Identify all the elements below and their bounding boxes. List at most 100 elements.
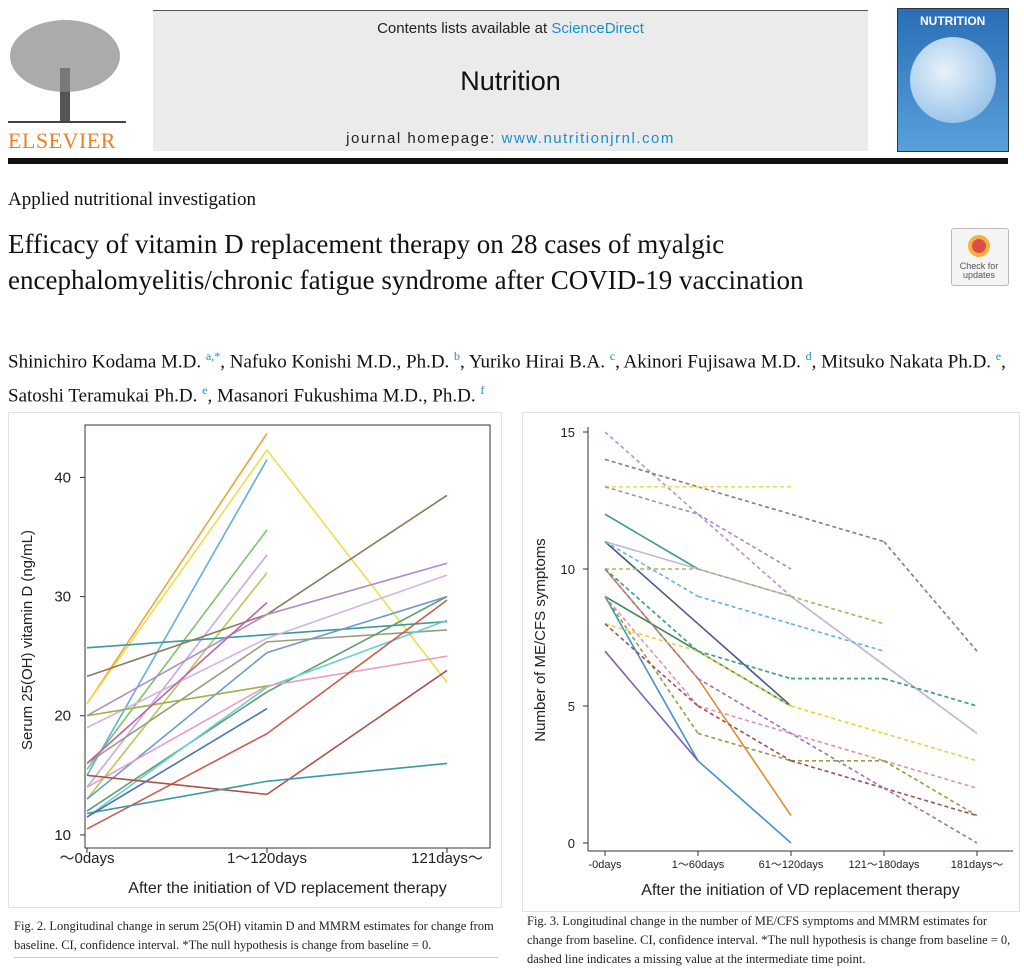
journal-name: Nutrition — [460, 66, 561, 96]
author-separator: , — [207, 385, 217, 407]
figure-frame — [8, 412, 502, 908]
series-segment — [86, 732, 268, 830]
series-segment — [604, 540, 699, 598]
series-segment — [883, 732, 978, 762]
y-axis-title: Serum 25(OH) vitamin D (ng/mL) — [19, 530, 36, 750]
series-segment — [790, 705, 885, 735]
header-box — [153, 10, 868, 151]
author-affiliation: e — [995, 349, 1002, 363]
series-segment — [790, 595, 885, 625]
tree-crown — [10, 20, 120, 92]
series-segment — [697, 568, 792, 598]
series-segment — [86, 449, 268, 705]
sciencedirect-link[interactable]: ScienceDirect — [551, 20, 644, 37]
figure-frame — [522, 412, 1020, 912]
series-segment — [604, 623, 699, 707]
series-segment — [266, 669, 448, 796]
x-axis-title: After the initiation of VD replacement t… — [641, 882, 959, 899]
x-tick-label: 121days～ — [411, 850, 483, 867]
y-tick-label: 10 — [561, 562, 575, 577]
cover-title: NUTRITION — [920, 14, 986, 28]
series-segment — [697, 650, 792, 680]
series-segment — [86, 780, 268, 815]
author-list: Shinichiro Kodama M.D. a,*, Nafuko Konis… — [8, 342, 1008, 411]
y-tick-label: 20 — [54, 708, 71, 725]
series-segment — [266, 595, 448, 654]
author-separator: , — [220, 351, 230, 373]
series-segment — [604, 513, 699, 570]
contents-text: Contents lists available at — [377, 20, 552, 37]
x-tick-label: ～0days — [59, 850, 114, 867]
series-segment — [266, 599, 448, 735]
series-segment — [697, 595, 792, 625]
series-segment — [697, 486, 885, 543]
author-separator: , — [811, 351, 822, 373]
series-segment — [86, 686, 268, 818]
header-rule — [8, 158, 1008, 164]
author-separator: , — [1001, 351, 1006, 373]
author-affiliation: a,* — [205, 349, 221, 363]
series-segment — [86, 685, 268, 717]
series-segment — [604, 568, 699, 680]
homepage-link[interactable]: www.nutritionjrnl.com — [501, 130, 675, 147]
author-affiliation: f — [480, 383, 485, 398]
series-segment — [697, 732, 792, 762]
series-segment — [790, 623, 885, 652]
series-segment — [697, 760, 792, 844]
x-tick-label: 121～180days — [849, 859, 920, 871]
series-segment — [266, 762, 448, 783]
series-segment — [604, 623, 699, 652]
chart: 10 20 30 40 ～0days 1～120days 121days～ After the… — [19, 424, 491, 897]
series-segment — [266, 494, 448, 616]
series-segment — [883, 541, 978, 652]
series-segment — [697, 705, 792, 735]
plot-frame — [84, 424, 491, 849]
contents-line: Contents lists available at ScienceDirec… — [153, 20, 868, 37]
check-updates-text[interactable]: Check for updates — [959, 261, 999, 280]
series-segment — [266, 574, 448, 640]
series-segment — [86, 529, 268, 770]
figure-caption: Fig. 3. Longitudinal change in the numbe… — [527, 914, 1011, 966]
homepage-line: journal homepage: www.nutritionjrnl.com — [153, 130, 868, 147]
series-segment — [604, 596, 699, 762]
series-segment — [86, 774, 268, 796]
author-name: Nafuko Konishi M.D., Ph.D. — [229, 351, 455, 373]
series-segment — [604, 595, 699, 734]
x-tick-label: 61～120days — [759, 859, 824, 871]
author-name: Masanori Fukushima M.D., Ph.D. — [216, 385, 481, 407]
author-affiliation: c — [609, 349, 616, 363]
series-segment — [790, 732, 885, 762]
y-tick-label: 0 — [568, 836, 575, 851]
series-segment — [86, 459, 268, 776]
series-segment — [266, 620, 448, 636]
author-separator: , — [615, 351, 624, 373]
check-updates-badge[interactable] — [951, 228, 1009, 286]
series-segment — [86, 601, 268, 764]
y-tick-label: 40 — [54, 469, 71, 486]
series-segment — [266, 619, 448, 688]
series-segment — [604, 650, 699, 762]
author-affiliation: e — [202, 383, 208, 398]
publisher: ELSEVIER — [8, 128, 116, 153]
journal-cover — [897, 8, 1009, 152]
series-segment — [604, 568, 699, 652]
author-name: Akinori Fujisawa M.D. — [623, 351, 806, 373]
author-affiliation: d — [805, 349, 812, 363]
publisher-logo — [8, 20, 126, 123]
homepage-text: journal homepage: — [346, 130, 502, 147]
series-segment — [604, 486, 699, 515]
series-segment — [790, 760, 885, 789]
series-segment — [604, 541, 699, 625]
series-segment — [883, 760, 978, 817]
chart: 0 5 10 15 -0days 1～60days 61～120days 121～180day… — [532, 425, 1013, 899]
y-tick-label: 15 — [561, 425, 575, 440]
series-segment — [86, 641, 268, 765]
series-segment — [697, 677, 885, 789]
author-name: Shinichiro Kodama M.D. — [8, 351, 206, 373]
series-segment — [86, 685, 268, 788]
x-tick-label: 1～60days — [672, 859, 725, 871]
series-segment — [883, 787, 978, 817]
series-segment — [883, 677, 978, 707]
x-axis-title: After the initiation of VD replacement t… — [128, 880, 446, 897]
author-affiliation: b — [454, 349, 461, 363]
